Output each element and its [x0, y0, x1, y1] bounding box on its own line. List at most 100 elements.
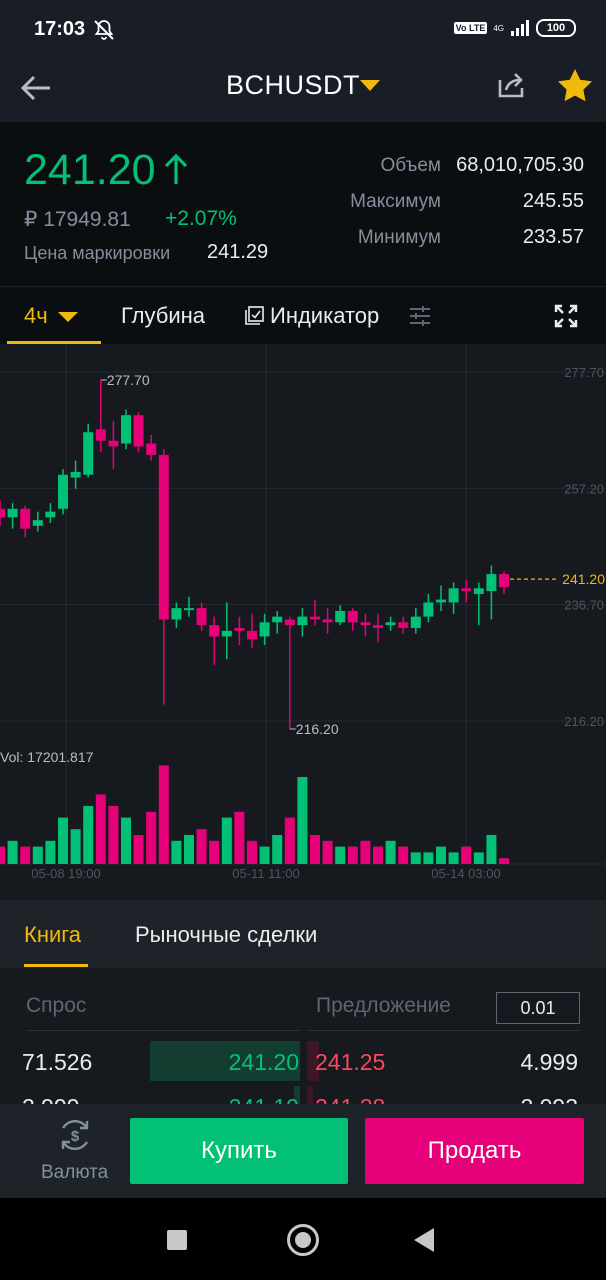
share-icon[interactable] — [494, 68, 528, 102]
candle-body — [7, 508, 18, 518]
candle-body — [70, 471, 81, 478]
candlestick-chart[interactable]: 277.70 257.20 236.70 216.20 241.20 277.70 216.… — [0, 344, 606, 900]
y-axis-label: 216.20 — [564, 714, 604, 729]
pair-title[interactable]: BCHUSDT — [226, 70, 361, 100]
bid-quantity: 71.526 — [22, 1049, 93, 1075]
tab-interval[interactable]: 4ч — [24, 303, 48, 328]
rub-price: ₽ 17949.81 — [24, 208, 131, 231]
candle-body — [108, 440, 119, 447]
interval-dropdown-icon[interactable] — [58, 312, 78, 322]
candle-body — [247, 630, 257, 640]
candle-body — [461, 588, 472, 592]
candle-body — [448, 588, 459, 603]
recents-icon[interactable] — [167, 1230, 187, 1250]
volume-bar — [58, 817, 68, 864]
low-marker-label: 216.20 — [296, 721, 339, 737]
battery-icon: 100 — [536, 19, 576, 37]
volume-bar — [473, 852, 484, 864]
top-app-bar: BCHUSDT — [0, 60, 606, 122]
volume-bar — [423, 852, 434, 864]
volume-bar — [95, 794, 106, 864]
volume-bar — [247, 840, 257, 864]
candle-body — [20, 508, 31, 529]
network-type: 4G — [493, 23, 504, 33]
volume-bar — [121, 817, 131, 864]
low-value: 233.57 — [522, 226, 584, 248]
chart-canvas[interactable]: 277.70 257.20 236.70 216.20 241.20 277.70 216.… — [0, 344, 606, 900]
candle-body — [473, 588, 484, 594]
sell-button[interactable]: Продать — [365, 1118, 584, 1184]
volume-bar — [347, 846, 358, 864]
mark-price-value: 241.29 — [207, 241, 269, 263]
home-icon[interactable] — [287, 1224, 319, 1256]
volume-bar — [499, 858, 509, 864]
volume-bar — [146, 811, 157, 864]
indicator-icon[interactable] — [245, 306, 264, 325]
candle-body — [347, 610, 358, 623]
volume-bar — [398, 846, 409, 864]
tab-indicator[interactable]: Индикатор — [270, 303, 380, 328]
favorite-star-icon[interactable] — [555, 66, 595, 106]
volume-bar — [133, 835, 144, 864]
candle-body — [423, 602, 434, 617]
volume-bar — [284, 817, 295, 864]
volume-bar — [335, 846, 346, 864]
candle-body — [209, 625, 220, 637]
volume-bar — [196, 829, 207, 864]
candle-body — [398, 622, 409, 628]
bid-depth-bar — [294, 1086, 300, 1114]
currency-label[interactable]: Валюта — [41, 1162, 109, 1183]
status-time: 17:03 — [34, 18, 86, 40]
candle-body — [385, 622, 396, 626]
tab-order-book[interactable]: Книга — [24, 922, 82, 947]
bid-depth-bar — [150, 1041, 300, 1081]
volume-bar — [436, 846, 446, 864]
precision-select[interactable]: 0.01 — [496, 992, 580, 1024]
volume-bar — [322, 840, 333, 864]
volte-icon: Vo LTE — [453, 22, 488, 34]
volume-bar — [20, 846, 31, 864]
ticker-panel: 241.20 ₽ 17949.81 +2.07% Цена маркировки… — [0, 122, 606, 286]
candle-body — [146, 443, 157, 455]
volume-label: Vol: 17201.817 — [0, 749, 94, 765]
candle-body — [45, 511, 56, 518]
fullscreen-icon[interactable] — [554, 304, 578, 328]
volume-bar — [171, 840, 182, 864]
tab-market-trades[interactable]: Рыночные сделки — [135, 922, 318, 947]
x-axis-label: 05-14 03:00 — [431, 866, 500, 881]
candle-body — [133, 415, 144, 447]
candle-body — [171, 608, 182, 620]
candle-body — [322, 619, 333, 623]
candle-body — [221, 630, 232, 637]
candle-body — [373, 625, 383, 628]
candle-body — [121, 415, 131, 444]
active-tab-indicator — [7, 341, 101, 344]
back-arrow-icon[interactable] — [18, 70, 54, 106]
system-nav-bar — [0, 1198, 606, 1280]
system-back-icon[interactable] — [414, 1228, 434, 1252]
order-book-row[interactable]: 71.526 241.20 241.25 4.999 — [0, 1041, 606, 1081]
volume-bar — [108, 806, 119, 864]
change-percent: +2.07% — [165, 207, 237, 230]
high-value: 245.55 — [522, 190, 584, 212]
pair-dropdown-icon[interactable] — [360, 80, 380, 91]
chart-settings-icon[interactable] — [408, 304, 432, 328]
candle-body — [360, 622, 371, 626]
candle-body — [436, 599, 446, 603]
candle-body — [32, 520, 43, 526]
status-indicators: Vo LTE 4G 100 — [453, 19, 576, 37]
volume-bar — [32, 846, 43, 864]
volume-bar — [184, 835, 194, 864]
buy-button[interactable]: Купить — [130, 1118, 348, 1184]
candle-body — [486, 574, 497, 592]
bell-off-icon — [94, 20, 114, 40]
status-bar: 17:03 Vo LTE 4G 100 — [0, 0, 606, 60]
tab-depth[interactable]: Глубина — [121, 303, 206, 328]
volume-bar — [45, 840, 56, 864]
ask-depth-bar — [307, 1086, 313, 1114]
currency-exchange-icon[interactable]: $ — [56, 1116, 94, 1154]
volume-label: Объем — [380, 155, 441, 176]
volume-bar — [486, 835, 497, 864]
candle-body — [297, 616, 308, 626]
volume-bar — [259, 846, 270, 864]
